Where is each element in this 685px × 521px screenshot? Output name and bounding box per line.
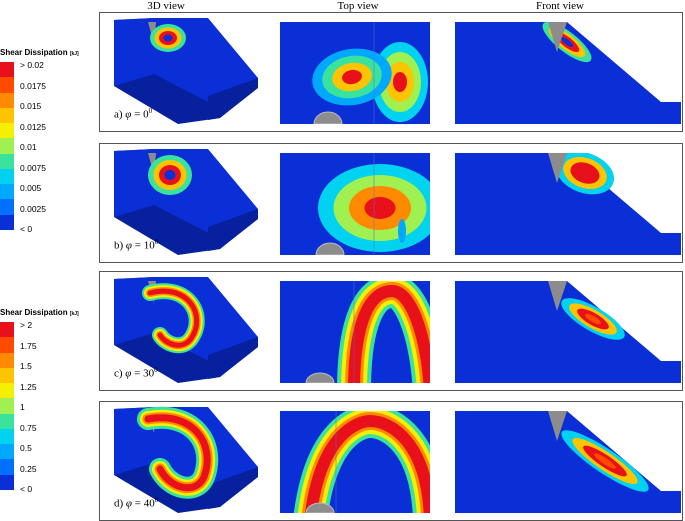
- panel-caption: d) φ = 400: [114, 496, 158, 510]
- caption-prefix: d): [114, 497, 126, 510]
- caption-angle: = 0: [131, 108, 149, 121]
- front-view-plot: [455, 411, 681, 513]
- result-panel-b: b) φ = 100: [99, 143, 683, 263]
- header-3d-view: 3D view: [147, 0, 185, 12]
- panel-caption: b) φ = 100: [114, 238, 158, 252]
- caption-angle: = 10: [132, 239, 155, 252]
- legend-tick-label: 0.0025: [20, 203, 46, 214]
- legend-lower-title: Shear Dissipation [kJ]: [0, 308, 79, 317]
- panel-caption: a) φ = 00: [114, 107, 152, 121]
- caption-phi-symbol: φ: [125, 108, 132, 121]
- legend-upper: Shear Dissipation [kJ] > 0.02 0.0175 0.015…: [0, 48, 79, 234]
- legend-tick-label: 0.5: [20, 443, 32, 453]
- legend-tick-label: 0.25: [20, 463, 37, 474]
- caption-prefix: c): [114, 367, 126, 380]
- legend-lower: Shear Dissipation [kJ] > 2 1.75 1.5 1.25 1 0.…: [0, 308, 79, 494]
- caption-degree: 0: [154, 238, 159, 246]
- header-top-view: Top view: [337, 0, 379, 12]
- colorbar-swatch: [0, 398, 14, 414]
- caption-angle: = 40: [132, 497, 155, 510]
- colorbar-swatch: [0, 107, 14, 124]
- caption-prefix: a): [114, 108, 126, 121]
- legend-upper-unit: [kJ]: [69, 51, 79, 57]
- legend-tick-label: > 0.02: [20, 60, 44, 70]
- legend-tick-label: < 0: [20, 224, 33, 234]
- legend-tick-label: 1.5: [20, 361, 32, 371]
- legend-lower-unit: [kJ]: [69, 311, 79, 317]
- colorbar-swatch: [0, 367, 14, 384]
- colorbar-swatch: [0, 322, 14, 338]
- legend-tick-label: 1.75: [20, 340, 37, 351]
- colorbar-swatch: [0, 184, 14, 200]
- legend-tick-label: > 2: [20, 320, 33, 330]
- colorbar-swatch: [0, 413, 14, 429]
- legend-lower-colorbar: [0, 322, 14, 490]
- result-panel-d: d) φ = 400: [99, 401, 683, 521]
- colorbar-swatch: [0, 337, 14, 353]
- caption-phi-symbol: φ: [125, 497, 133, 510]
- colorbar-swatch: [0, 214, 14, 230]
- caption-angle: = 30: [131, 367, 155, 380]
- colorbar-swatch: [0, 383, 14, 399]
- colorbar-swatch: [0, 92, 14, 108]
- legend-tick-label: 0.015: [20, 101, 42, 111]
- legend-tick-label: 0.75: [20, 422, 37, 433]
- caption-degree: 0: [148, 107, 153, 115]
- front-view-plot: [455, 281, 681, 383]
- panel-caption: c) φ = 300: [114, 366, 158, 380]
- caption-degree: 0: [154, 366, 158, 374]
- caption-phi-symbol: φ: [125, 367, 132, 380]
- legend-lower-title-text: Shear Dissipation: [0, 308, 68, 317]
- 3d-view-plot: [114, 18, 258, 124]
- legend-tick-label: 1.25: [20, 381, 37, 392]
- caption-degree: 0: [154, 496, 159, 504]
- result-panel-a: a) φ = 00: [99, 12, 683, 132]
- legend-tick-label: < 0: [20, 484, 33, 494]
- colorbar-swatch: [0, 153, 14, 169]
- top-view-plot: [280, 22, 430, 124]
- legend-tick-label: 0.0075: [20, 162, 46, 173]
- legend-tick-label: 1: [20, 402, 25, 412]
- colorbar-swatch: [0, 77, 14, 93]
- legend-tick-label: 0.005: [20, 183, 42, 193]
- caption-phi-symbol: φ: [125, 239, 133, 252]
- result-panel-c: c) φ = 300: [99, 271, 683, 391]
- legend-tick-label: 0.0125: [20, 121, 46, 132]
- colorbar-swatch: [0, 444, 14, 460]
- header-front-view: Front view: [536, 0, 584, 12]
- legend-upper-colorbar: [0, 62, 14, 230]
- top-view-plot: [280, 153, 430, 255]
- colorbar-swatch: [0, 199, 14, 215]
- 3d-view-plot: [114, 149, 258, 255]
- colorbar-swatch: [0, 123, 14, 139]
- colorbar-swatch: [0, 138, 14, 154]
- colorbar-swatch: [0, 352, 14, 368]
- top-view-plot: [280, 281, 430, 383]
- colorbar-swatch: [0, 168, 14, 185]
- legend-tick-label: 0.01: [20, 142, 37, 152]
- legend-upper-title: Shear Dissipation [kJ]: [0, 48, 79, 57]
- colorbar-swatch: [0, 62, 14, 78]
- front-view-plot: [455, 22, 681, 124]
- caption-prefix: b): [114, 239, 126, 252]
- colorbar-swatch: [0, 474, 14, 490]
- 3d-view-plot: [114, 277, 258, 383]
- colorbar-swatch: [0, 428, 14, 445]
- 3d-view-plot: [114, 406, 258, 513]
- colorbar-swatch: [0, 459, 14, 475]
- front-view-plot: [455, 153, 681, 255]
- legend-upper-title-text: Shear Dissipation: [0, 48, 68, 57]
- legend-tick-label: 0.0175: [20, 80, 46, 91]
- top-view-plot: [280, 411, 430, 513]
